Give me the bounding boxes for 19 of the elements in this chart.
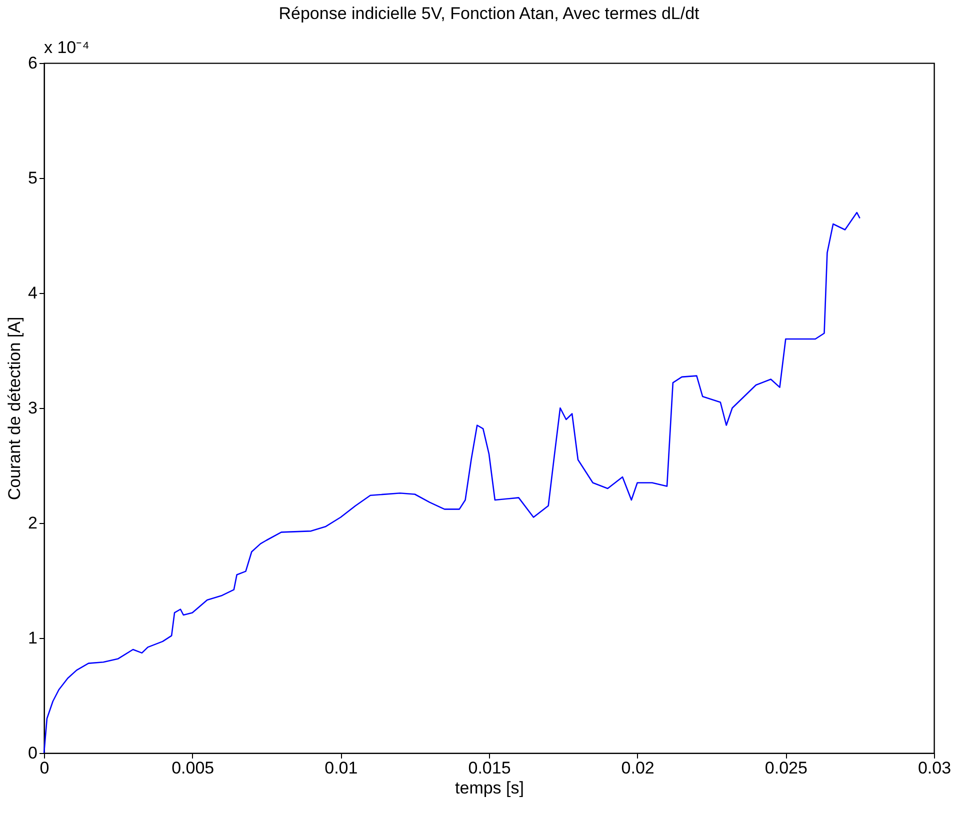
text: x 10⁻⁴ <box>44 38 90 57</box>
y-tick-label: 0 <box>28 744 38 762</box>
x-tick-label: 0.005 <box>172 758 214 778</box>
line-series <box>43 212 860 754</box>
x-axis-title: temps [s] <box>455 778 524 798</box>
y-tick-label: 4 <box>28 284 38 302</box>
chart-title: Réponse indicielle 5V, Fonction Atan, Avec termes dL/dt <box>278 4 700 23</box>
x-tick-label: 0.03 <box>918 758 952 778</box>
y-tick-label: 2 <box>28 514 38 532</box>
x-tick-label: 0.015 <box>468 758 511 778</box>
x-tick-label: 0 <box>40 758 50 778</box>
y-axis-title: Courant de détection [A] <box>5 316 24 500</box>
x-tick-label: 0.025 <box>764 758 808 778</box>
y-tick-label: 6 <box>28 54 38 72</box>
y-tick-label: 3 <box>28 398 38 418</box>
x-tick-label: 0.01 <box>324 758 358 778</box>
y-tick-label: 1 <box>28 628 38 648</box>
x-tick-label: 0.02 <box>621 758 654 778</box>
y-tick-label: 5 <box>28 168 38 188</box>
